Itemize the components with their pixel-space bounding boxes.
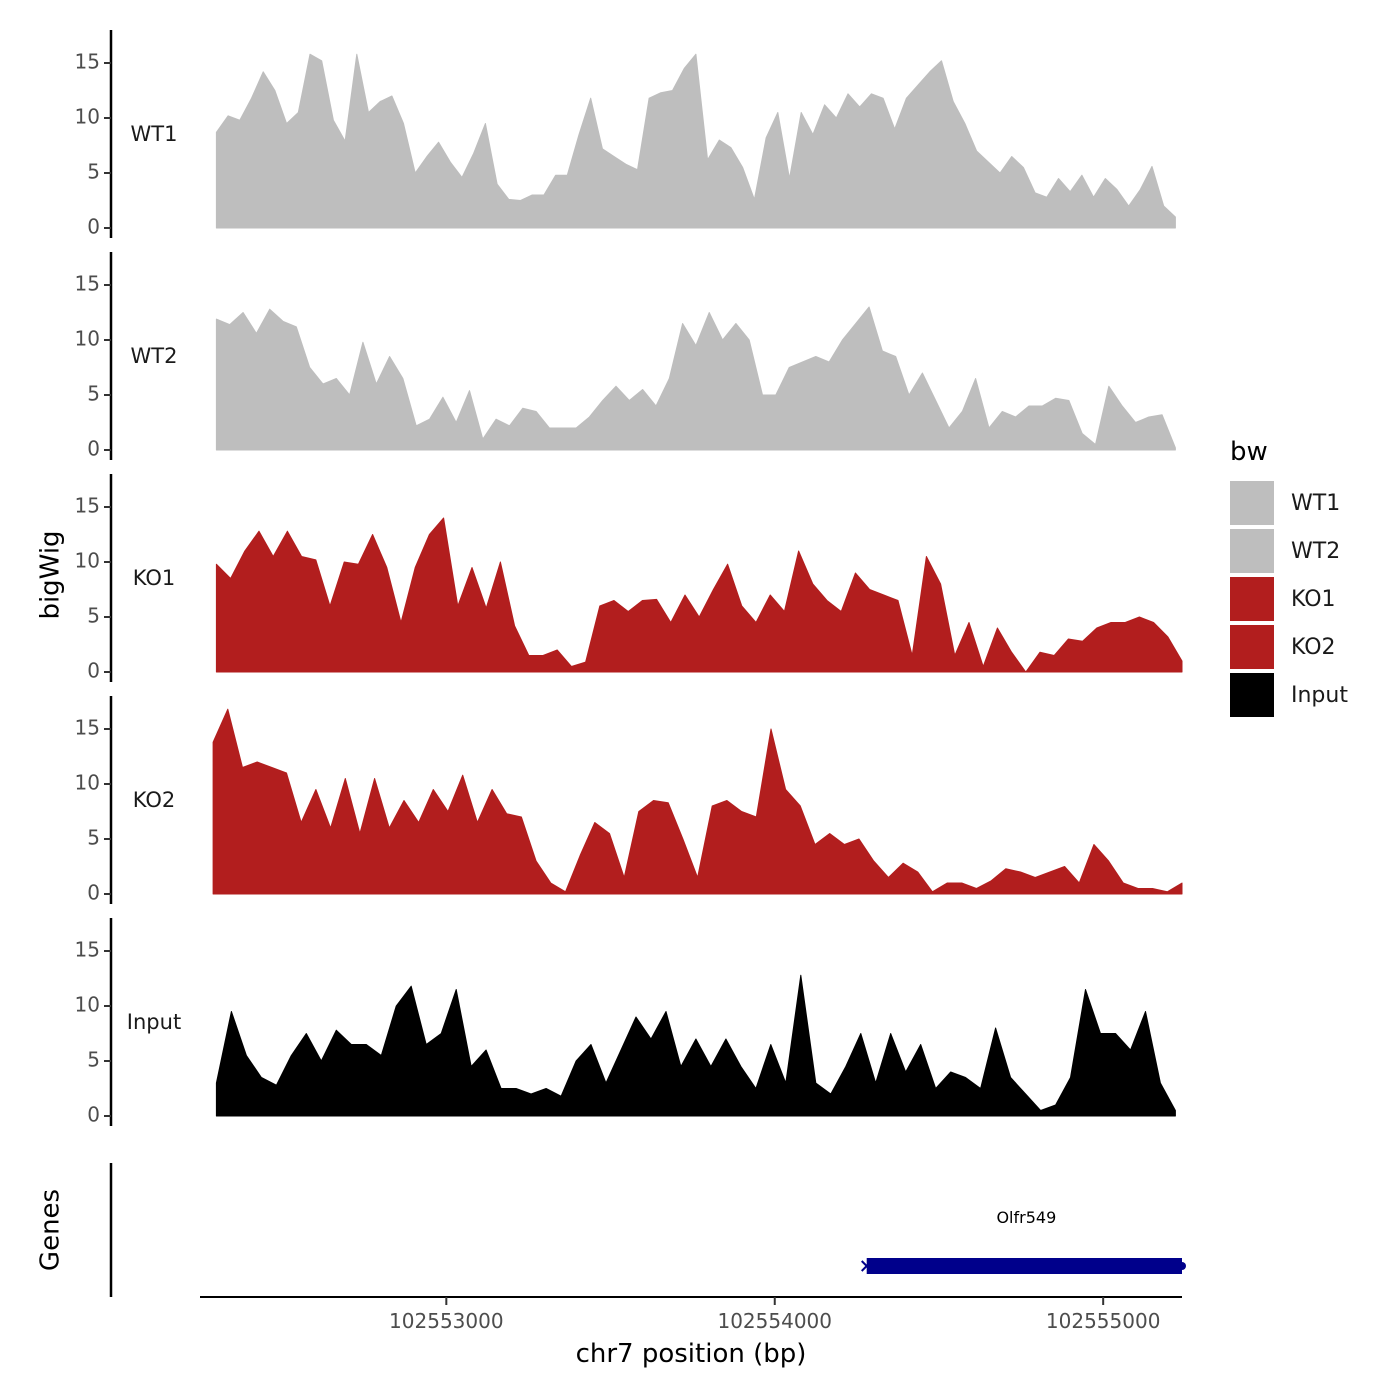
track-label-ko2: KO2 bbox=[133, 788, 176, 812]
y-tick-label: 0 bbox=[87, 881, 100, 905]
y-tick-label: 5 bbox=[87, 382, 100, 406]
y-tick-label: 15 bbox=[75, 50, 100, 74]
panel-ko2: 0 5 10 15 KO2 bbox=[75, 696, 1183, 905]
y-tick-label: 0 bbox=[87, 437, 100, 461]
legend-label-input: Input bbox=[1291, 683, 1348, 708]
panel-ko1: 0 5 10 15 KO1 bbox=[75, 474, 1183, 683]
legend-key-wt1 bbox=[1230, 481, 1274, 525]
gene-body bbox=[866, 1258, 1182, 1274]
y-tick-label: 15 bbox=[75, 272, 100, 296]
gene-label: Olfr549 bbox=[996, 1208, 1056, 1227]
x-tick-label: 102553000 bbox=[389, 1309, 504, 1333]
strand-marker-icon bbox=[861, 1260, 873, 1272]
track-label-input: Input bbox=[127, 1010, 181, 1034]
legend-label-ko2: KO2 bbox=[1291, 635, 1336, 660]
panel-input: 0 5 10 15 Input bbox=[75, 918, 1176, 1127]
legend: bw WT1 WT2 KO1 KO2 Input bbox=[1230, 437, 1348, 717]
legend-key-input bbox=[1230, 673, 1274, 717]
panel-wt1: 0 5 10 15 WT1 bbox=[75, 30, 1176, 239]
legend-key-ko2 bbox=[1230, 625, 1274, 669]
y-tick-label: 10 bbox=[75, 993, 100, 1017]
y-tick-label: 10 bbox=[75, 549, 100, 573]
x-tick-label: 102554000 bbox=[717, 1309, 832, 1333]
y-tick-label: 5 bbox=[87, 160, 100, 184]
legend-label-wt1: WT1 bbox=[1291, 491, 1340, 516]
panel-wt2: 0 5 10 15 WT2 bbox=[75, 252, 1176, 461]
track-label-wt1: WT1 bbox=[131, 122, 178, 146]
coverage-area-input bbox=[215, 974, 1176, 1117]
legend-title: bw bbox=[1230, 437, 1268, 467]
legend-label-ko1: KO1 bbox=[1291, 587, 1336, 612]
coverage-area-wt2 bbox=[215, 306, 1176, 451]
legend-key-ko1 bbox=[1230, 577, 1274, 621]
y-tick-label: 5 bbox=[87, 826, 100, 850]
y-tick-label: 10 bbox=[75, 327, 100, 351]
y-tick-label: 0 bbox=[87, 215, 100, 239]
genes-panel: Genes Olfr549 bbox=[36, 1163, 1186, 1297]
y-tick-label: 15 bbox=[75, 716, 100, 740]
y-tick-label: 15 bbox=[75, 494, 100, 518]
coverage-area-wt1 bbox=[215, 53, 1176, 229]
y-tick-label: 10 bbox=[75, 771, 100, 795]
legend-key-wt2 bbox=[1230, 529, 1274, 573]
track-label-ko1: KO1 bbox=[133, 566, 176, 590]
y-tick-label: 0 bbox=[87, 1103, 100, 1127]
x-tick-label: 102555000 bbox=[1046, 1309, 1161, 1333]
y-tick-label: 0 bbox=[87, 659, 100, 683]
y-tick-label: 10 bbox=[75, 105, 100, 129]
legend-label-wt2: WT2 bbox=[1291, 539, 1340, 564]
bigwig-panels: 0 5 10 15 WT1 0 5 10 15 WT2 0 5 10 15 KO1 0 5 10 15 KO2 0 5 10… bbox=[75, 30, 1183, 1127]
coverage-area-ko2 bbox=[212, 708, 1183, 895]
x-axis-title: chr7 position (bp) bbox=[576, 1339, 807, 1369]
gene-end-marker bbox=[1178, 1262, 1186, 1270]
genes-track-label: Genes bbox=[36, 1189, 66, 1271]
y-tick-label: 5 bbox=[87, 1048, 100, 1072]
x-axis: 102553000 102554000 102555000 bbox=[200, 1296, 1182, 1333]
y-tick-label: 15 bbox=[75, 938, 100, 962]
track-label-wt2: WT2 bbox=[131, 344, 178, 368]
y-tick-label: 5 bbox=[87, 604, 100, 628]
coverage-area-ko1 bbox=[215, 517, 1183, 673]
y-axis-title: bigWig bbox=[36, 530, 66, 619]
